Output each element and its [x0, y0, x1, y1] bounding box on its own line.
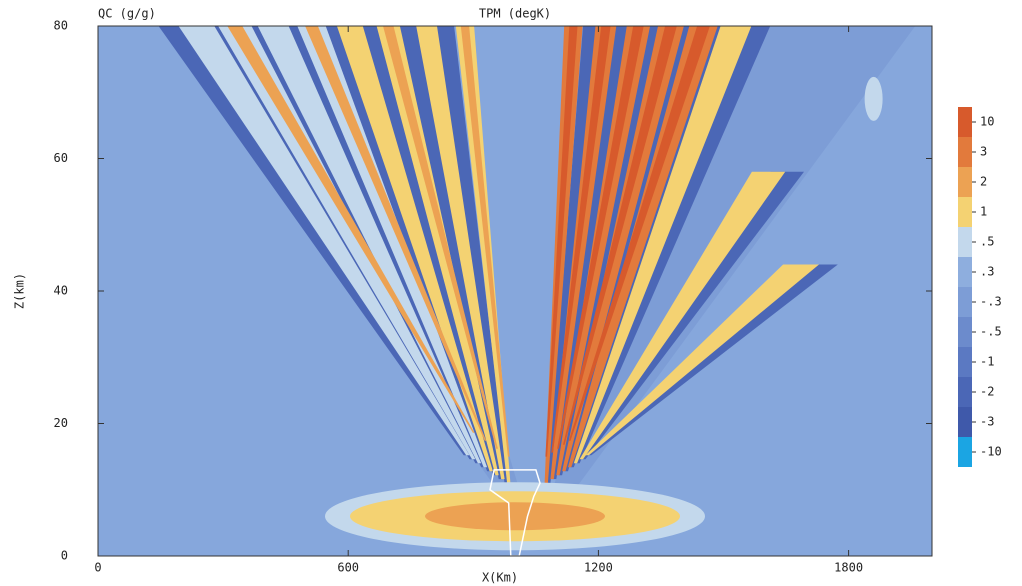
colorbar-label: -10 — [980, 445, 1002, 459]
colorbar-label: 3 — [980, 145, 987, 159]
colorbar-segment — [958, 107, 972, 137]
colorbar-segment — [958, 377, 972, 407]
colorbar-label: -2 — [980, 385, 994, 399]
contour-band — [425, 502, 605, 530]
y-tick-label: 0 — [61, 549, 68, 563]
colorbar-segment — [958, 227, 972, 257]
colorbar-label: -3 — [980, 415, 994, 429]
colorbar-label: -.3 — [980, 295, 1002, 309]
colorbar-label: 10 — [980, 115, 994, 129]
colorbar-label: 1 — [980, 205, 987, 219]
y-tick-label: 60 — [54, 151, 68, 165]
x-axis-label: X(Km) — [482, 571, 518, 585]
colorbar-segment — [958, 407, 972, 437]
page: {"chart_data": {"type": "contour", "titl… — [0, 0, 1022, 586]
colorbar-label: 2 — [980, 175, 987, 189]
chart: QC (g/g) TPM (degK) X(Km) Z(km) 06001200… — [0, 0, 1022, 586]
colorbar-label: -.5 — [980, 325, 1002, 339]
colorbar-segment — [958, 197, 972, 227]
colorbar-segment — [958, 287, 972, 317]
y-tick-label: 40 — [54, 284, 68, 298]
colorbar-label: .3 — [980, 265, 994, 279]
colorbar-segment — [958, 257, 972, 287]
x-tick-label: 1200 — [584, 561, 613, 575]
colorbar-label: -1 — [980, 355, 994, 369]
colorbar-label: .5 — [980, 235, 994, 249]
colorbar-segment — [958, 167, 972, 197]
x-tick-label: 0 — [94, 561, 101, 575]
chart-title: TPM (degK) — [479, 7, 551, 21]
y-tick-label: 20 — [54, 416, 68, 430]
y-tick-label: 80 — [54, 19, 68, 33]
contour-band — [865, 77, 883, 121]
field-label: QC (g/g) — [98, 7, 156, 21]
y-axis-label: Z(km) — [13, 273, 27, 309]
colorbar-segment — [958, 137, 972, 167]
colorbar-segment — [958, 317, 972, 347]
colorbar-segment — [958, 347, 972, 377]
colorbar-segment — [958, 437, 972, 467]
x-tick-label: 600 — [337, 561, 359, 575]
x-tick-label: 1800 — [834, 561, 863, 575]
